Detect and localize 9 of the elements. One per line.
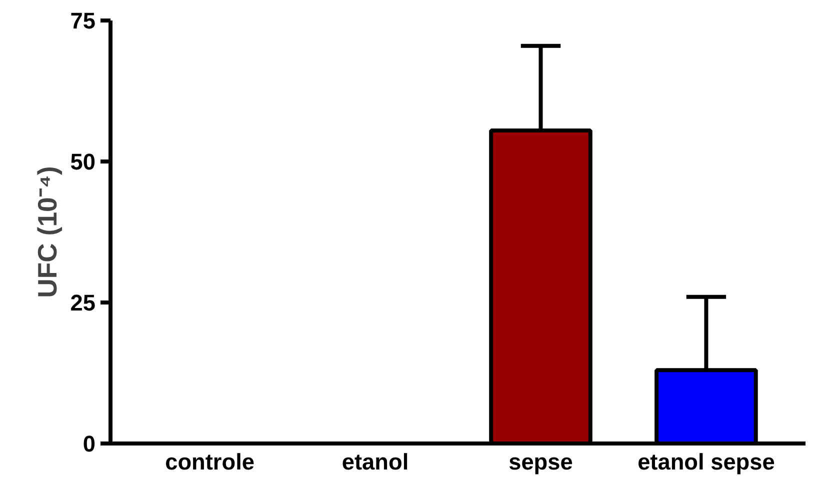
x-tick-label: etanol: [342, 448, 409, 474]
x-tick-label: sepse: [508, 448, 573, 474]
y-axis-title: UFC (10⁻⁴): [32, 166, 62, 298]
y-tick-label: 25: [70, 290, 96, 316]
x-tick-label: etanol sepse: [638, 448, 775, 474]
y-tick-label: 0: [82, 430, 96, 456]
y-tick-label: 75: [70, 8, 96, 34]
x-tick-label: controle: [165, 448, 254, 474]
y-tick-label: 50: [70, 148, 96, 174]
